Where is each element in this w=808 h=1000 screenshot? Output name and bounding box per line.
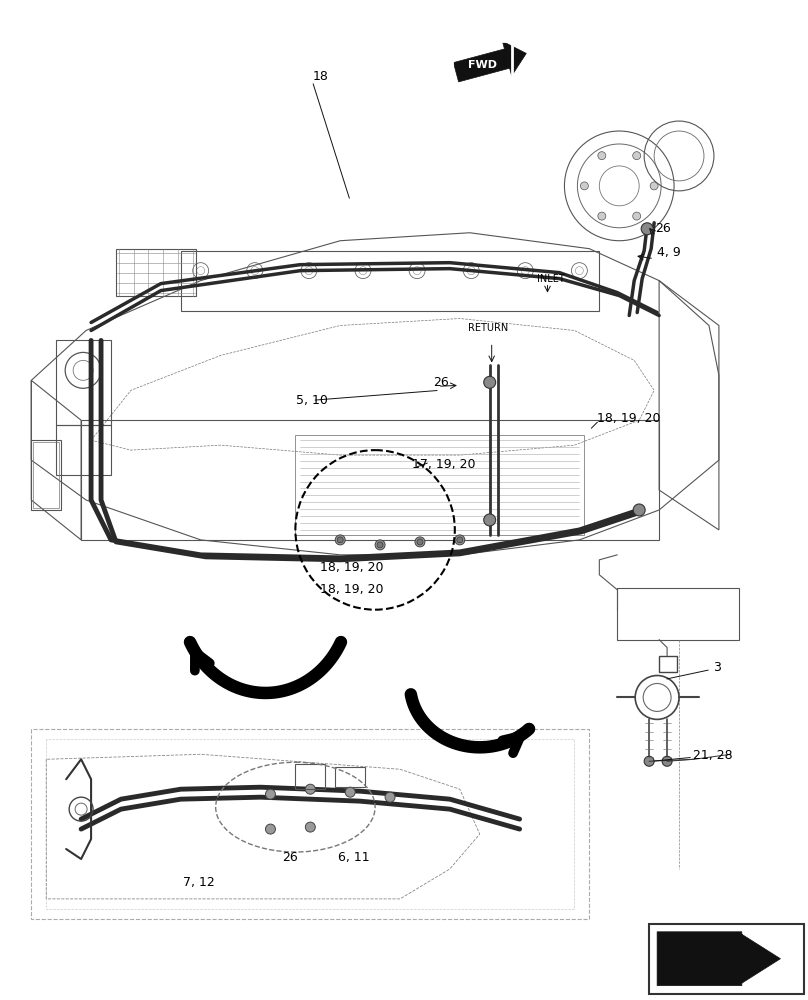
Text: 3: 3	[713, 661, 721, 674]
Polygon shape	[657, 932, 781, 986]
Text: 21, 28: 21, 28	[693, 749, 733, 762]
Circle shape	[484, 514, 495, 526]
Text: 18, 19, 20: 18, 19, 20	[597, 412, 661, 425]
Circle shape	[375, 540, 385, 550]
Text: 26: 26	[433, 376, 448, 389]
Circle shape	[598, 152, 606, 160]
Circle shape	[377, 542, 383, 548]
Text: 18, 19, 20: 18, 19, 20	[320, 583, 384, 596]
Text: INLET: INLET	[537, 274, 564, 284]
Circle shape	[662, 756, 672, 766]
Circle shape	[633, 152, 641, 160]
Circle shape	[644, 756, 654, 766]
Circle shape	[650, 182, 659, 190]
Circle shape	[484, 376, 495, 388]
Text: 26: 26	[283, 851, 298, 864]
Text: 26: 26	[655, 222, 671, 235]
Circle shape	[337, 537, 343, 543]
Text: RETURN: RETURN	[468, 323, 508, 333]
Circle shape	[266, 789, 276, 799]
Circle shape	[385, 792, 395, 802]
Circle shape	[415, 537, 425, 547]
Circle shape	[598, 212, 606, 220]
Text: 5, 10: 5, 10	[297, 394, 328, 407]
Text: 18: 18	[313, 70, 328, 83]
Text: 17, 19, 20: 17, 19, 20	[412, 458, 475, 471]
Circle shape	[642, 223, 653, 235]
Circle shape	[457, 537, 463, 543]
Circle shape	[305, 784, 315, 794]
Circle shape	[335, 535, 345, 545]
Circle shape	[633, 504, 645, 516]
Text: 6, 11: 6, 11	[339, 851, 370, 864]
Circle shape	[305, 822, 315, 832]
Text: 7, 12: 7, 12	[183, 876, 214, 889]
Text: FWD: FWD	[468, 60, 497, 70]
Circle shape	[345, 787, 356, 797]
Text: 18, 19, 20: 18, 19, 20	[320, 561, 384, 574]
Circle shape	[266, 824, 276, 834]
Polygon shape	[453, 41, 526, 82]
Circle shape	[580, 182, 588, 190]
Text: 4, 9: 4, 9	[657, 246, 681, 259]
Circle shape	[633, 212, 641, 220]
Circle shape	[417, 539, 423, 545]
Circle shape	[455, 535, 465, 545]
